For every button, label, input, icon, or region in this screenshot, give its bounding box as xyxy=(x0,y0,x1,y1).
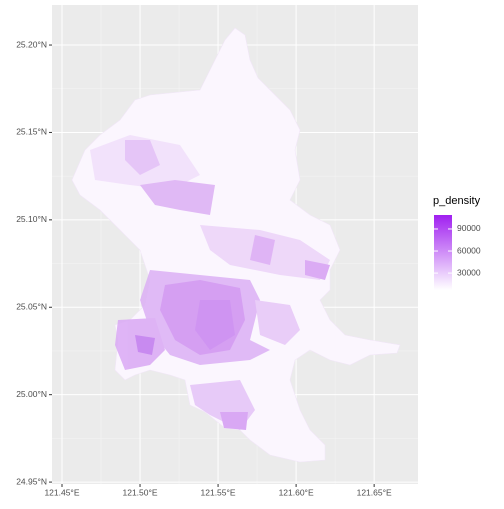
district-shading xyxy=(90,135,330,430)
colorbar xyxy=(434,215,452,290)
legend-label: 90000 xyxy=(457,223,481,233)
x-tick-label: 121.60°E xyxy=(279,487,314,497)
map xyxy=(71,27,401,463)
x-tick-label: 121.55°E xyxy=(201,487,236,497)
y-tick-label: 25.15°N xyxy=(16,127,47,137)
legend: 30000 60000 90000 xyxy=(434,223,481,277)
y-tick-label: 24.95°N xyxy=(16,476,47,486)
x-tick-label: 121.45°E xyxy=(44,487,79,497)
y-tick-label: 25.20°N xyxy=(16,39,47,49)
legend-title: p_density xyxy=(433,195,481,207)
x-tick-label: 121.65°E xyxy=(357,487,392,497)
legend-label: 60000 xyxy=(457,245,481,255)
y-tick-label: 25.10°N xyxy=(16,214,47,224)
legend-label: 30000 xyxy=(457,267,481,277)
y-tick-label: 25.00°N xyxy=(16,389,47,399)
y-tick-label: 25.05°N xyxy=(16,302,47,312)
x-tick-label: 121.50°E xyxy=(122,487,157,497)
